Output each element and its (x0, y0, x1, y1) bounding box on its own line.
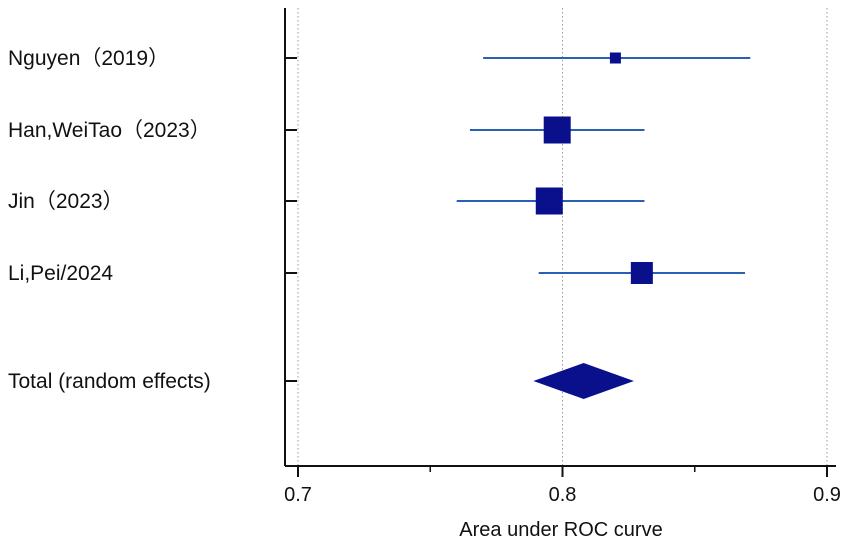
study-row: Han,WeiTao（2023） (8, 116, 645, 144)
study-row: Li,Pei/2024 (8, 262, 746, 285)
pooled-row: Total (random effects) (8, 363, 634, 399)
pooled-label: Total (random effects) (8, 370, 211, 393)
study-label: Han,WeiTao（2023） (8, 119, 211, 142)
study-row: Nguyen（2019） (8, 47, 751, 70)
x-tick-label-0: 0.7 (284, 484, 312, 506)
study-label: Nguyen（2019） (8, 47, 169, 70)
study-rows: Nguyen（2019） Han,WeiTao（2023） Jin（2023） Li,… (8, 47, 751, 285)
point-estimate-marker (630, 262, 653, 284)
x-axis-label: Area under ROC curve (459, 519, 662, 541)
x-tick-label-1: 0.8 (549, 484, 577, 506)
study-label: Li,Pei/2024 (8, 262, 113, 285)
pooled-diamond (533, 363, 634, 399)
point-estimate-marker (609, 52, 621, 64)
grid-lines (297, 8, 828, 466)
x-ticks: 0.7 0.8 0.9 (284, 466, 841, 506)
study-label: Jin（2023） (8, 190, 124, 213)
point-estimate-marker (543, 116, 571, 144)
axes (284, 8, 836, 467)
x-tick-label-2: 0.9 (813, 484, 841, 506)
study-row: Jin（2023） (8, 187, 645, 215)
point-estimate-marker (535, 187, 563, 215)
